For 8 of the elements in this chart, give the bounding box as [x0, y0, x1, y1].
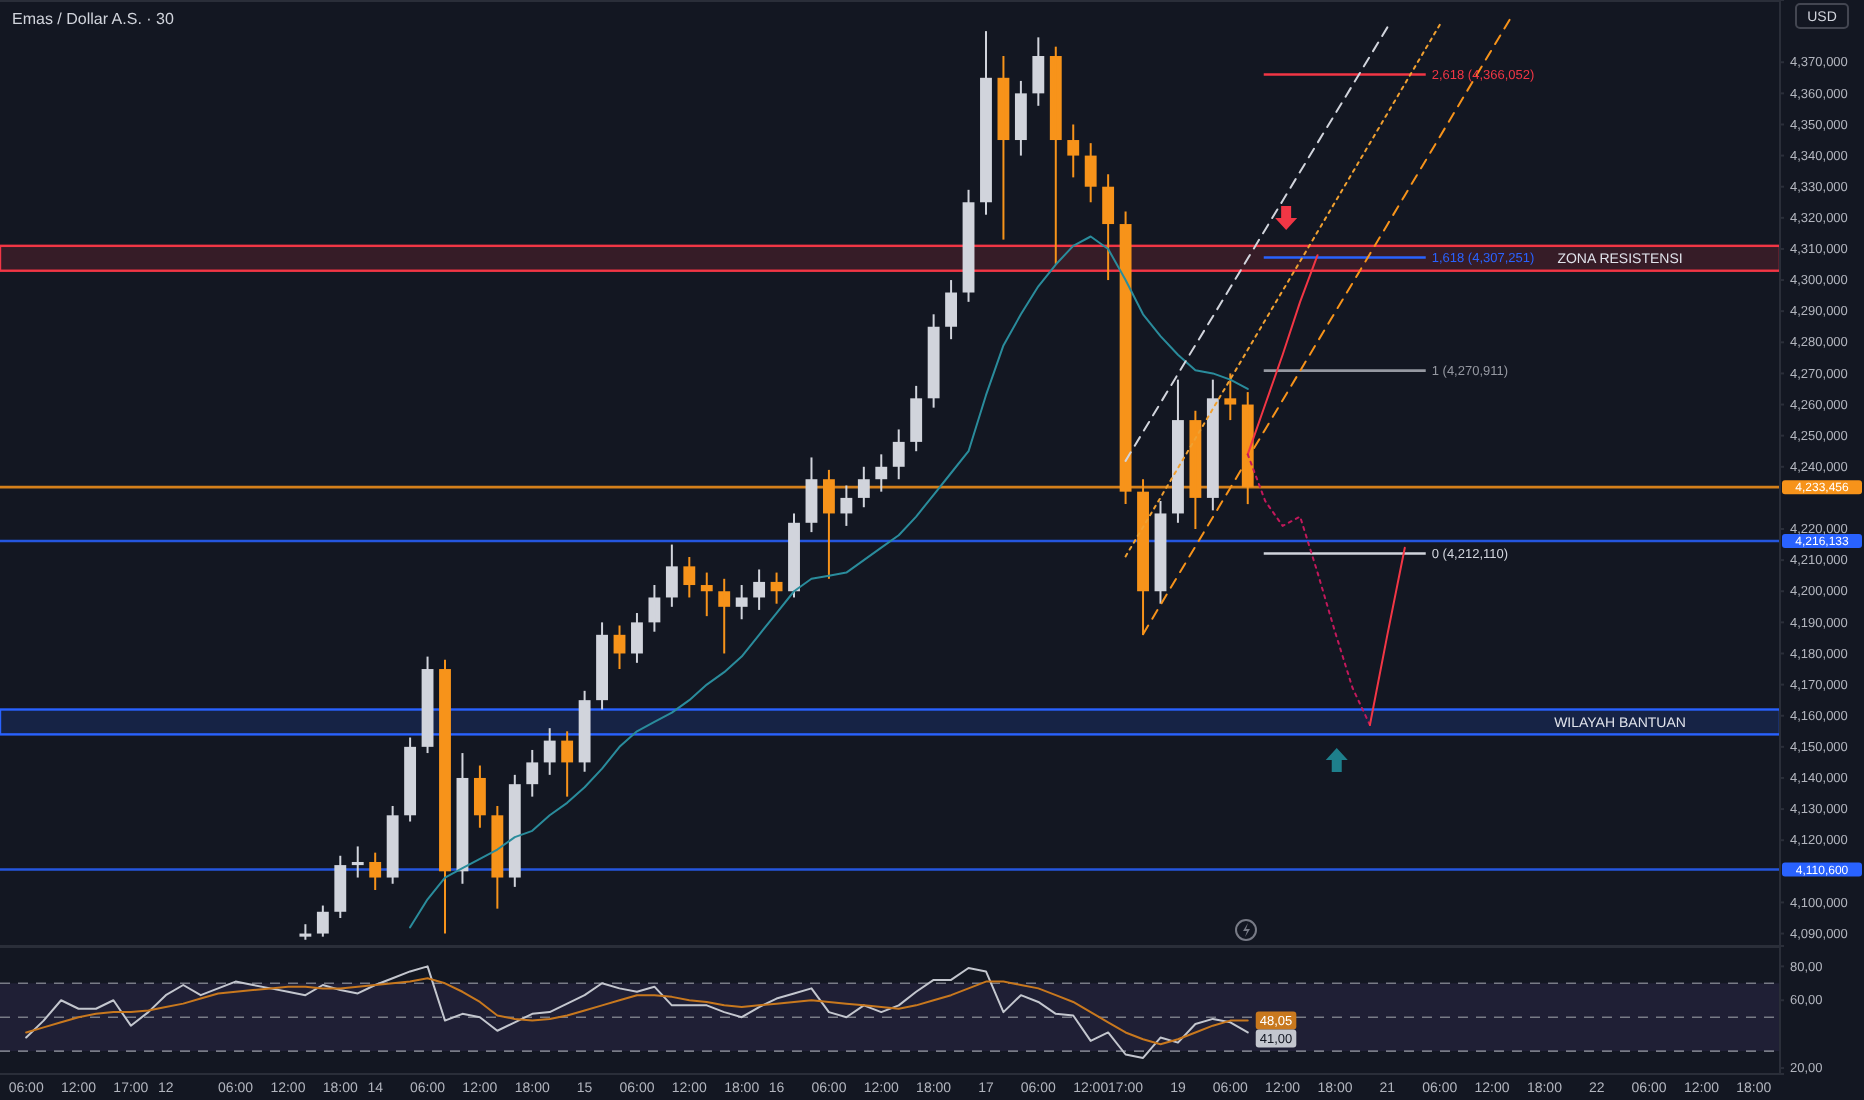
line-series: [409, 235, 1249, 929]
candlestick: [735, 584, 748, 621]
line-series: [25, 965, 1249, 1059]
line-series: [25, 977, 1249, 1046]
line-series: [1246, 453, 1371, 727]
text: Emas / Dollar A.S. · 30: [12, 10, 175, 28]
line-series: [1246, 254, 1319, 456]
candlestick: [1224, 372, 1237, 422]
